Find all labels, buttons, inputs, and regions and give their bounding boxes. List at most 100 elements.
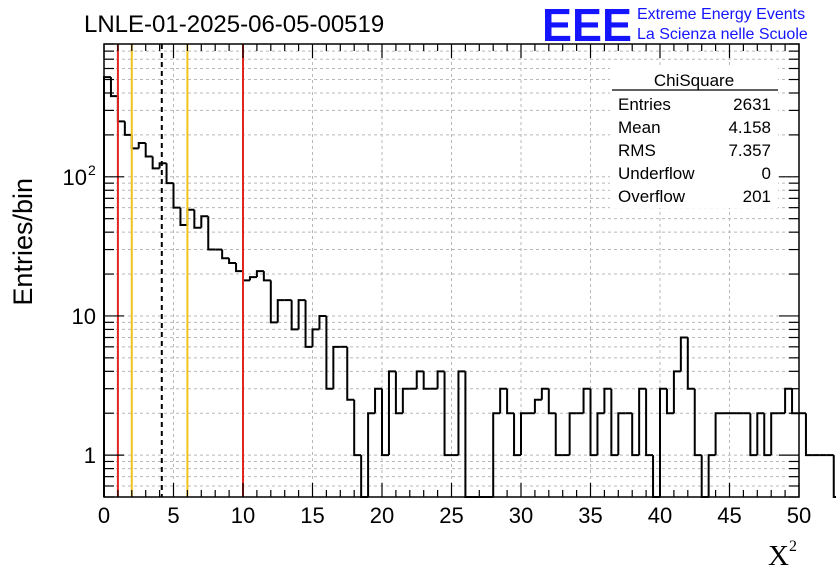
stats-label-mean: Mean <box>618 118 661 137</box>
histogram-bin-67 <box>568 412 577 456</box>
logo-line-1: Extreme Energy Events <box>637 6 805 23</box>
stats-value-mean: 4.158 <box>728 118 771 137</box>
histogram-bin-8 <box>158 162 167 169</box>
x-tick-label-0: 0 <box>98 503 110 528</box>
x-tick-label-2: 10 <box>231 503 255 528</box>
stats-value-entries: 2631 <box>733 95 771 114</box>
histogram-bin-1 <box>109 77 118 98</box>
histogram-bin-38 <box>367 412 376 497</box>
histogram-bin-13 <box>193 209 202 229</box>
histogram-bin-59 <box>513 413 521 457</box>
stats-value-rms: 7.357 <box>728 141 771 160</box>
histogram-bin-41 <box>387 370 396 456</box>
histogram-bin-10 <box>172 183 181 209</box>
histogram-bin-72 <box>603 387 612 414</box>
histogram-bin-60 <box>520 412 528 456</box>
stats-value-overflow: 201 <box>743 187 771 206</box>
histogram-bin-87 <box>707 454 716 497</box>
histogram-bin-63 <box>540 387 549 400</box>
histogram-bin-21 <box>248 276 257 281</box>
histogram-bin-78 <box>645 388 654 457</box>
y-axis-label: Entries/bin <box>8 178 38 306</box>
histogram-bin-5 <box>137 141 146 149</box>
x-tick-label-4: 20 <box>370 503 394 528</box>
histogram-bin-40 <box>381 388 389 457</box>
histogram-bin-32 <box>325 315 334 390</box>
histogram-bin-29 <box>304 300 313 348</box>
histogram-bin-36 <box>353 399 362 457</box>
stats-label-entries: Entries <box>618 95 671 114</box>
eee-logo-mark: EEE <box>542 0 632 51</box>
histogram-bin-7 <box>151 156 160 170</box>
histogram-bin-33 <box>332 345 341 389</box>
histogram-bin-45 <box>415 370 424 389</box>
histogram-bin-49 <box>443 371 452 457</box>
stats-label-underflow: Underflow <box>618 164 695 183</box>
histogram-bin-84 <box>686 337 695 390</box>
eee-logo: EEE Extreme Energy Events La Scienza nel… <box>542 0 808 51</box>
histogram-bin-39 <box>374 387 382 414</box>
y-tick-label-0: 1 <box>84 443 96 468</box>
histogram-bin-22 <box>255 270 264 278</box>
histogram-bin-93 <box>749 413 758 457</box>
histogram-bin-81 <box>665 388 674 415</box>
histogram-bin-71 <box>596 412 605 456</box>
histogram-bin-15 <box>207 216 216 251</box>
histogram-bin-14 <box>200 215 209 228</box>
histogram-bin-31 <box>318 314 327 330</box>
histogram-bin-43 <box>401 387 410 414</box>
y-tick-label-2-superscript: 2 <box>88 162 96 178</box>
histogram-bin-95 <box>763 413 772 457</box>
x-axis-label: X <box>768 540 789 572</box>
histogram-bin-64 <box>547 388 556 415</box>
x-tick-label-3: 15 <box>300 503 324 528</box>
x-tick-label-5: 25 <box>439 503 463 528</box>
histogram-bin-73 <box>610 388 619 457</box>
histogram-bin-70 <box>589 388 598 457</box>
histogram-bin-51 <box>457 370 466 456</box>
histogram-bin-6 <box>144 142 153 158</box>
stats-label-overflow: Overflow <box>618 187 686 206</box>
histogram-bin-57 <box>499 387 508 414</box>
x-tick-label-1: 5 <box>167 503 179 528</box>
stats-value-underflow: 0 <box>762 164 771 183</box>
stats-box: ChiSquare Entries 2631 Mean 4.158 RMS 7.… <box>610 66 778 208</box>
y-tick-label-1: 10 <box>72 304 96 329</box>
y-tick-label-2: 10 <box>63 165 87 190</box>
x-axis-label-superscript: 2 <box>789 538 797 555</box>
histogram-bin-58 <box>506 388 515 415</box>
histogram-bin-88 <box>714 412 723 456</box>
x-tick-label-7: 35 <box>578 503 602 528</box>
histogram-bin-17 <box>221 249 230 260</box>
histogram-bin-18 <box>228 258 237 265</box>
histogram-bin-9 <box>165 163 174 185</box>
histogram-bin-24 <box>269 280 278 324</box>
histogram-bin-76 <box>631 413 640 457</box>
x-tick-label-9: 45 <box>717 503 741 528</box>
stats-title: ChiSquare <box>654 71 734 90</box>
x-tick-label-8: 40 <box>648 503 672 528</box>
histogram-bin-3 <box>123 121 132 136</box>
histogram-bin-94 <box>756 412 765 456</box>
histogram-bin-65 <box>554 413 563 457</box>
histogram-bin-96 <box>770 412 779 456</box>
histogram-bin-85 <box>693 388 702 457</box>
histogram-bin-42 <box>394 371 403 415</box>
histogram-bin-83 <box>679 336 688 372</box>
histogram-bin-62 <box>533 398 542 414</box>
histogram-bin-35 <box>346 346 355 401</box>
x-tick-label-6: 30 <box>509 503 533 528</box>
chart-title: LNLE-01-2025-06-05-00519 <box>84 11 384 38</box>
grid-lines <box>104 44 799 497</box>
histogram-bin-80 <box>659 387 667 497</box>
histogram-bin-101 <box>804 413 813 457</box>
histogram-bin-19 <box>235 263 243 273</box>
histogram-bin-28 <box>297 299 306 330</box>
logo-line-2: La Scienza nelle Scuole <box>637 26 808 43</box>
histogram-bin-82 <box>672 370 681 414</box>
histogram-bin-27 <box>290 300 299 331</box>
axis-ticks <box>103 43 800 498</box>
reference-lines <box>116 44 244 497</box>
